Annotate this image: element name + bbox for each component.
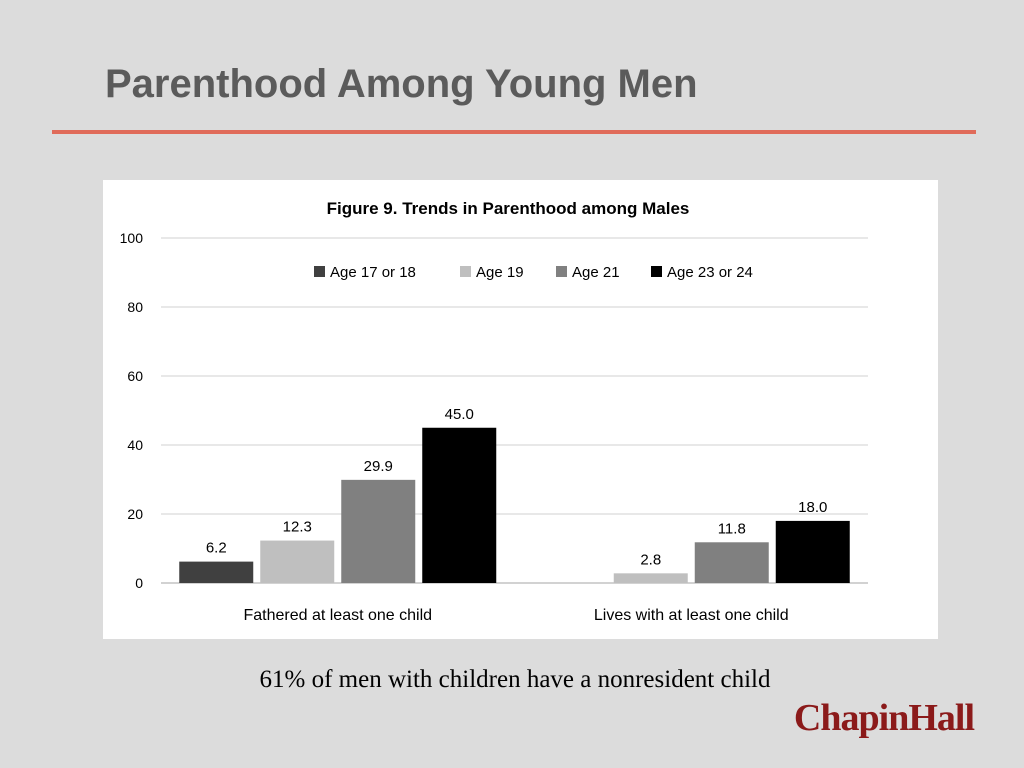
y-tick-label: 100 [120, 230, 144, 246]
data-label: 18.0 [798, 499, 827, 516]
data-label: 12.3 [283, 519, 312, 536]
legend: Age 17 or 18 Age 19 Age 21 Age 23 or 24 [314, 264, 753, 281]
chapin-hall-logo: ChapinHall [793, 697, 975, 739]
legend-label: Age 23 or 24 [667, 264, 753, 281]
bar [694, 542, 769, 583]
legend-label: Age 17 or 18 [330, 264, 416, 281]
data-label: 29.9 [364, 458, 393, 475]
legend-label: Age 21 [572, 264, 620, 281]
category-label: Lives with at least one child [594, 607, 789, 624]
bar [179, 561, 254, 583]
chart-panel: Figure 9. Trends in Parenthood among Mal… [103, 180, 938, 639]
legend-label: Age 19 [476, 264, 524, 281]
bar [775, 520, 850, 583]
y-tick-label: 80 [127, 299, 143, 315]
y-tick-label: 40 [127, 437, 143, 453]
y-tick-label: 0 [135, 575, 143, 591]
bar [422, 427, 497, 583]
chart-title: Figure 9. Trends in Parenthood among Mal… [327, 199, 690, 218]
data-label: 45.0 [445, 406, 474, 423]
bars [179, 427, 850, 583]
grid-lines [161, 237, 868, 584]
legend-swatch [460, 266, 471, 277]
data-label: 6.2 [206, 540, 227, 557]
y-axis: 0 20 40 60 80 100 [120, 230, 144, 591]
bar [341, 479, 416, 583]
legend-swatch [556, 266, 567, 277]
y-tick-label: 20 [127, 506, 143, 522]
bar [260, 540, 335, 583]
slide-title: Parenthood Among Young Men [105, 62, 698, 106]
x-axis: Fathered at least one child Lives with at… [243, 607, 788, 624]
legend-swatch [651, 266, 662, 277]
category-label: Fathered at least one child [243, 607, 432, 624]
data-label: 11.8 [718, 520, 746, 537]
bar-chart: Figure 9. Trends in Parenthood among Mal… [120, 199, 868, 624]
bar [613, 573, 688, 583]
slide-caption: 61% of men with children have a nonresid… [259, 666, 771, 693]
data-label: 2.8 [640, 551, 661, 568]
data-labels: 6.2 12.3 29.9 45.0 2.8 11.8 18.0 [206, 406, 828, 569]
y-tick-label: 60 [127, 368, 143, 384]
legend-swatch [314, 266, 325, 277]
title-divider [52, 130, 976, 134]
